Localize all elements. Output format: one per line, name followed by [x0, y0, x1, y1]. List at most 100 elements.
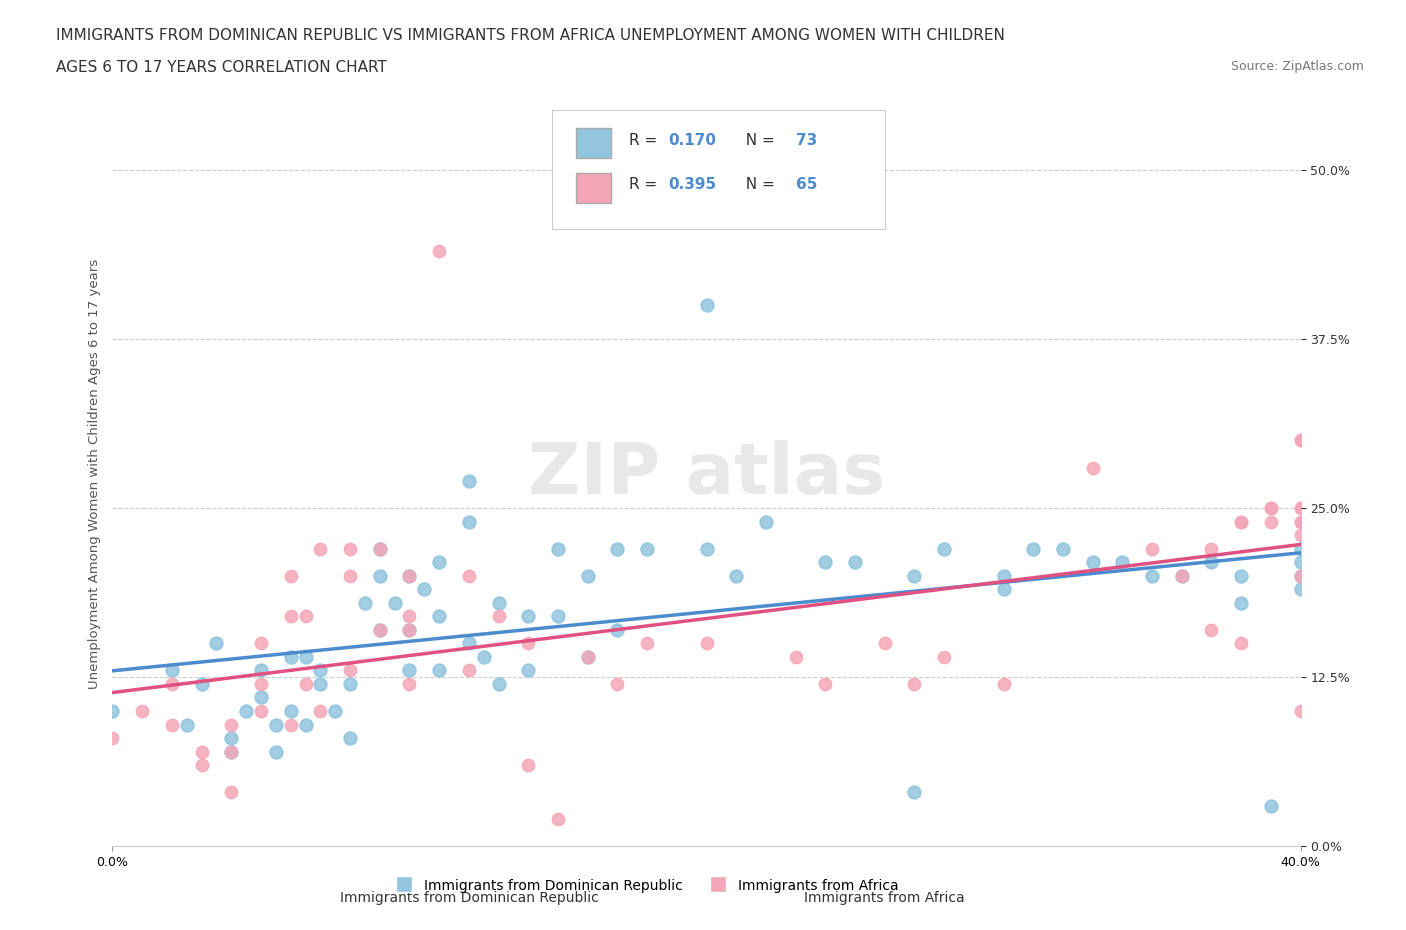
Point [1260, 500, 1282, 515]
Point [517, 758, 540, 773]
Point [1289, 527, 1312, 542]
Point [219, 717, 242, 732]
Point [190, 676, 212, 691]
Point [235, 704, 257, 719]
Point [636, 541, 658, 556]
Point [398, 622, 420, 637]
Point [1201, 541, 1223, 556]
Text: 0.395: 0.395 [668, 177, 717, 192]
Point [1111, 555, 1133, 570]
Point [205, 636, 228, 651]
Point [457, 568, 479, 583]
Point [934, 541, 956, 556]
Point [1230, 514, 1253, 529]
Point [934, 649, 956, 664]
Point [339, 731, 361, 746]
Point [280, 568, 302, 583]
Text: 65: 65 [796, 177, 817, 192]
Point [547, 812, 569, 827]
Point [576, 649, 599, 664]
Text: Source: ZipAtlas.com: Source: ZipAtlas.com [1230, 60, 1364, 73]
Point [488, 595, 510, 610]
Point [696, 298, 718, 312]
Point [250, 704, 273, 719]
Point [309, 704, 332, 719]
Point [1289, 514, 1312, 529]
Text: Immigrants from Dominican Republic: Immigrants from Dominican Republic [339, 891, 599, 905]
Point [1201, 622, 1223, 637]
Legend: Immigrants from Dominican Republic, Immigrants from Africa: Immigrants from Dominican Republic, Immi… [391, 873, 904, 899]
Point [190, 744, 212, 759]
Point [457, 663, 479, 678]
Point [160, 717, 183, 732]
Point [398, 676, 420, 691]
Point [993, 582, 1015, 597]
Point [1289, 582, 1312, 597]
Text: ZIP atlas: ZIP atlas [527, 440, 886, 509]
Point [427, 609, 450, 624]
Point [1230, 595, 1253, 610]
Point [280, 609, 302, 624]
Point [323, 704, 346, 719]
Point [1170, 568, 1192, 583]
Point [339, 541, 361, 556]
Point [264, 717, 287, 732]
Point [176, 717, 198, 732]
Point [294, 717, 316, 732]
Point [1140, 568, 1163, 583]
Point [131, 704, 153, 719]
Point [1201, 555, 1223, 570]
Point [755, 514, 778, 529]
Point [606, 676, 628, 691]
Point [1260, 500, 1282, 515]
Point [517, 636, 540, 651]
Point [294, 676, 316, 691]
Point [219, 744, 242, 759]
Point [457, 636, 479, 651]
Point [993, 676, 1015, 691]
Point [1081, 460, 1104, 475]
Point [903, 676, 925, 691]
Point [1230, 514, 1253, 529]
Text: AGES 6 TO 17 YEARS CORRELATION CHART: AGES 6 TO 17 YEARS CORRELATION CHART [56, 60, 387, 75]
Point [576, 568, 599, 583]
Point [844, 555, 866, 570]
Point [354, 595, 377, 610]
Point [339, 676, 361, 691]
Text: N =: N = [737, 177, 780, 192]
Point [398, 568, 420, 583]
Point [517, 663, 540, 678]
Point [488, 676, 510, 691]
Point [1289, 568, 1312, 583]
Point [427, 555, 450, 570]
Point [488, 609, 510, 624]
Point [725, 568, 748, 583]
Point [1289, 555, 1312, 570]
Y-axis label: Unemployment Among Women with Children Ages 6 to 17 years: Unemployment Among Women with Children A… [89, 259, 101, 689]
Point [398, 568, 420, 583]
Text: N =: N = [737, 134, 780, 149]
Point [280, 717, 302, 732]
Point [696, 541, 718, 556]
Point [785, 649, 807, 664]
Point [873, 636, 896, 651]
Point [219, 731, 242, 746]
Point [1260, 798, 1282, 813]
Point [1230, 636, 1253, 651]
Point [294, 609, 316, 624]
Point [294, 649, 316, 664]
Point [606, 622, 628, 637]
Point [309, 663, 332, 678]
Point [368, 541, 391, 556]
Point [457, 473, 479, 488]
Point [190, 758, 212, 773]
Point [339, 663, 361, 678]
Point [101, 731, 124, 746]
Point [1081, 555, 1104, 570]
Point [368, 568, 391, 583]
Point [398, 609, 420, 624]
Point [1260, 514, 1282, 529]
Point [1170, 568, 1192, 583]
Point [280, 704, 302, 719]
Point [398, 622, 420, 637]
